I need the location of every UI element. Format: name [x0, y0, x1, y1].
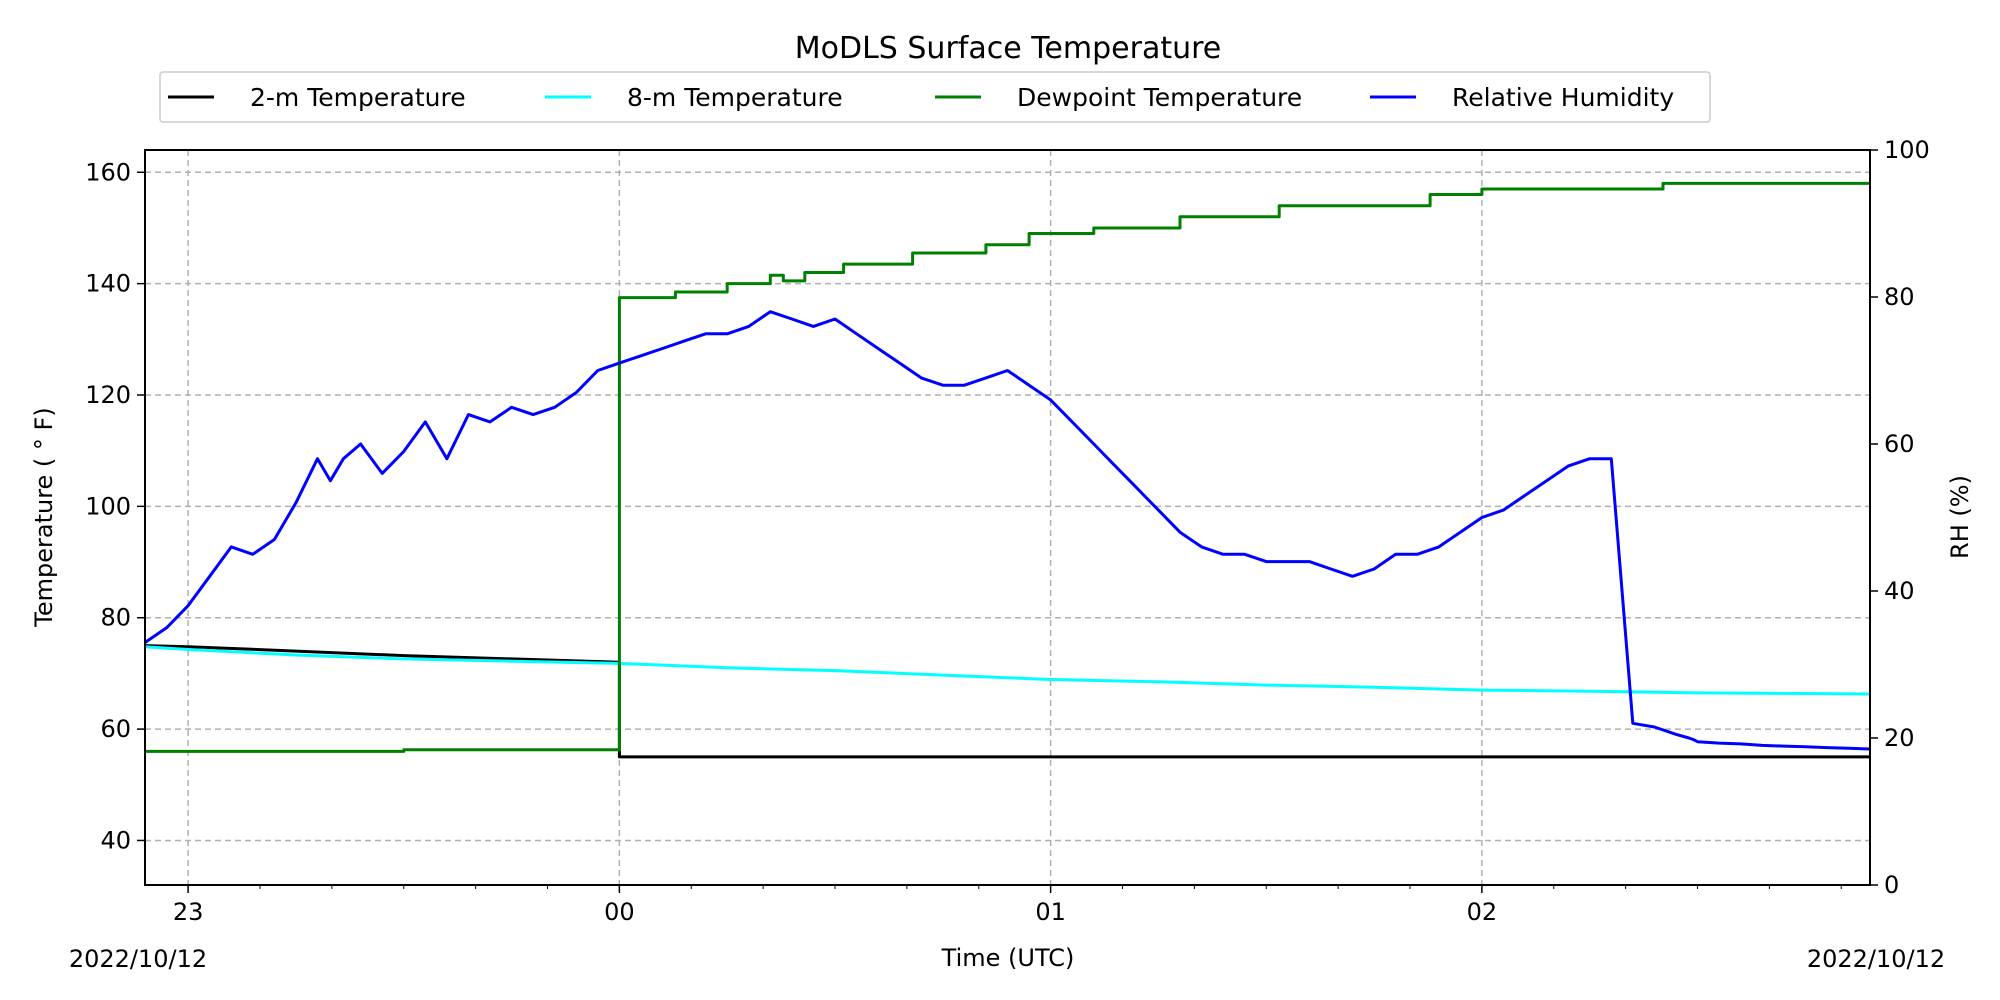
y2-tick-label: 20 [1884, 724, 1915, 752]
x-axis-label: Time (UTC) [941, 944, 1075, 972]
y-tick-label: 100 [85, 492, 131, 520]
y2-tick-label: 0 [1884, 871, 1899, 899]
y2-tick-label: 60 [1884, 430, 1915, 458]
y2-tick-label: 40 [1884, 577, 1915, 605]
y-axis-label: Temperature ( ° F) [30, 407, 58, 627]
series-group [144, 181, 1871, 759]
legend-label-2-m-temperature: 2-m Temperature [250, 83, 466, 112]
x-tick-label: 02 [1467, 898, 1498, 926]
legend-label-dewpoint-temperature: Dewpoint Temperature [1017, 83, 1302, 112]
grid [145, 150, 1870, 885]
series-line-dewpoint-temperature [145, 181, 1870, 753]
x-tick-label: 01 [1035, 898, 1066, 926]
x-tick-label: 00 [604, 898, 635, 926]
y-tick-label: 40 [100, 826, 131, 854]
series-line-2-m-temperature [144, 644, 1870, 759]
y-tick-label: 60 [100, 715, 131, 743]
y-tick-label: 140 [85, 270, 131, 298]
chart-title: MoDLS Surface Temperature [795, 31, 1222, 66]
y-tick-label: 80 [100, 604, 131, 632]
series-line-8-m-temperature [144, 645, 1871, 696]
y2-axis-label: RH (%) [1946, 475, 1974, 559]
y2-tick-label: 80 [1884, 283, 1915, 311]
legend-items: 2-m Temperature 8-m Temperature Dewpoint T… [168, 83, 1674, 112]
date-left-label: 2022/10/12 [69, 945, 207, 973]
y2-tick-label: 100 [1884, 136, 1930, 164]
date-right-label: 2022/10/12 [1807, 945, 1945, 973]
legend-label-relative-humidity: Relative Humidity [1452, 83, 1674, 112]
y-tick-label: 160 [85, 158, 131, 186]
series-line-relative-humidity [144, 310, 1871, 751]
legend: 2-m Temperature 8-m Temperature Dewpoint T… [159, 71, 1711, 123]
y-tick-label: 120 [85, 381, 131, 409]
plot-frame [144, 149, 1871, 886]
axes: 23 00 01 02 40 60 80 100 120 140 160 0 20 40 60 80 100 [85, 136, 1930, 926]
legend-label-8-m-temperature: 8-m Temperature [627, 83, 843, 112]
x-tick-label: 23 [173, 898, 204, 926]
